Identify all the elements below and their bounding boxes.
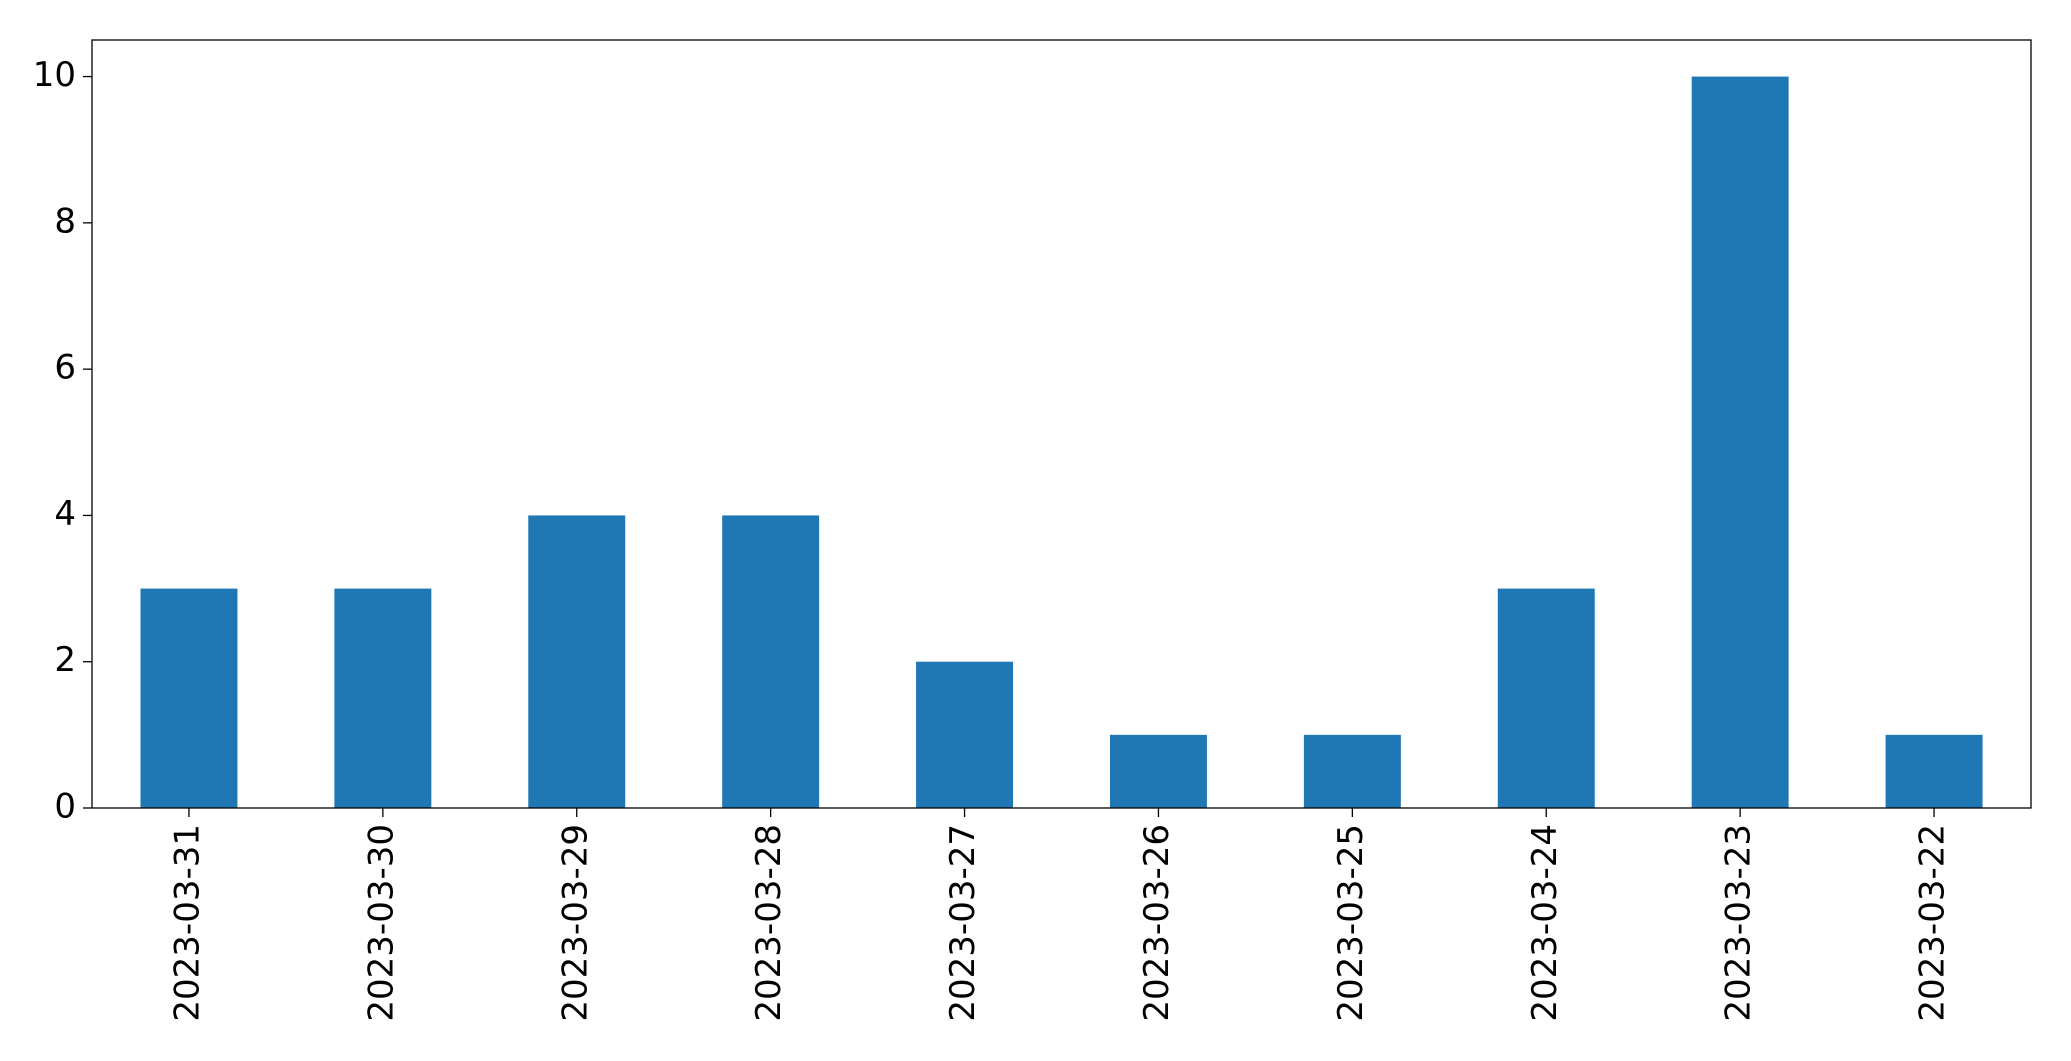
x-tick-label: 2023-03-29 [555,824,595,1022]
bar [334,588,432,808]
x-tick-label: 2023-03-26 [1137,824,1177,1022]
x-tick-label: 2023-03-30 [361,824,401,1022]
bar [140,588,238,808]
bar [1497,588,1595,808]
y-tick-label: 4 [54,494,76,534]
x-tick-label: 2023-03-27 [943,824,983,1022]
bar [1303,734,1401,808]
bar [1109,734,1207,808]
bar [722,515,820,808]
bar [1691,76,1789,809]
y-tick-label: 2 [54,640,76,680]
x-tick-label: 2023-03-23 [1719,824,1759,1022]
y-tick-label: 0 [54,787,76,827]
y-tick-label: 10 [33,55,76,95]
bar [916,661,1014,808]
x-tick-label: 2023-03-31 [167,824,207,1022]
plot-frame [91,39,2032,809]
x-tick-label: 2023-03-25 [1331,824,1371,1022]
y-tick-label: 8 [54,201,76,241]
y-tick-label: 6 [54,348,76,388]
x-tick-label: 2023-03-24 [1525,824,1565,1022]
x-tick-label: 2023-03-28 [749,824,789,1022]
bar [1885,734,1983,808]
bar [528,515,626,808]
x-tick-label: 2023-03-22 [1913,824,1953,1022]
